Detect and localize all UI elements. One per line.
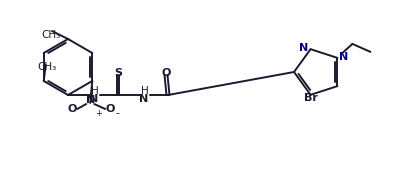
Text: O: O: [161, 68, 170, 78]
Text: O: O: [105, 104, 115, 114]
Text: N: N: [85, 95, 95, 105]
Text: O: O: [67, 104, 77, 114]
Text: H: H: [141, 86, 148, 96]
Text: N: N: [139, 94, 148, 104]
Text: -: -: [115, 108, 119, 118]
Text: N: N: [339, 52, 348, 62]
Text: H: H: [91, 86, 98, 96]
Text: Br: Br: [303, 93, 317, 103]
Text: +: +: [95, 109, 102, 118]
Text: S: S: [114, 68, 121, 78]
Text: CH₃: CH₃: [41, 30, 60, 40]
Text: CH₃: CH₃: [37, 62, 56, 72]
Text: N: N: [89, 94, 98, 104]
Text: N: N: [298, 43, 308, 53]
